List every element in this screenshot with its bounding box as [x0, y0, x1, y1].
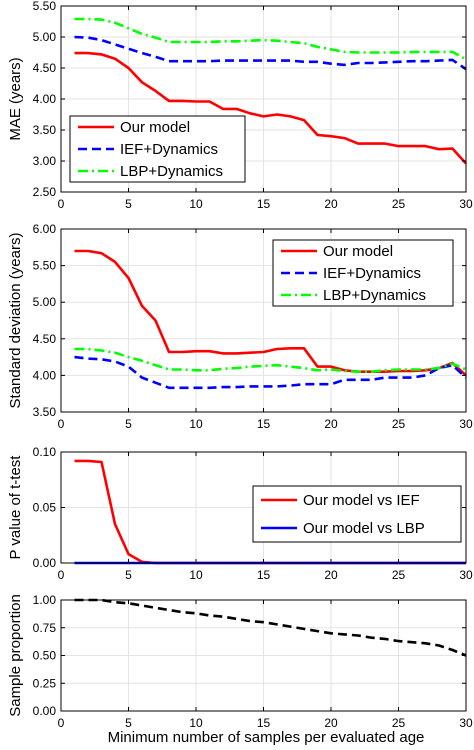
x-tick-label: 20 [324, 417, 338, 431]
legend-label: Our model [323, 243, 393, 260]
x-tick-label: 15 [257, 417, 271, 431]
x-tick-label: 15 [257, 197, 271, 211]
x-tick-label: 10 [189, 197, 203, 211]
y-axis-label: Standard deviation (years) [7, 233, 24, 409]
x-tick-label: 30 [459, 417, 473, 431]
legend-label: IEF+Dynamics [323, 265, 421, 282]
x-tick-label: 25 [392, 716, 406, 730]
y-tick-label: 0.50 [33, 649, 57, 663]
chart-panel-3: 0 5 10 15 20 25 30 0.00 0.05 0.10 P value of t-tes… [7, 445, 473, 582]
x-tick-label: 25 [392, 417, 406, 431]
y-tick-label: 1.00 [33, 593, 57, 607]
x-tick-label: 20 [324, 568, 338, 582]
y-tick-label: 0.00 [33, 556, 57, 570]
x-tick-label: 5 [125, 716, 132, 730]
x-tick-label: 0 [58, 716, 65, 730]
y-tick-label: 4.50 [33, 332, 57, 346]
y-tick-label: 3.00 [33, 154, 57, 168]
y-axis-label: P value of t-test [7, 455, 24, 560]
y-tick-label: 4.00 [33, 92, 57, 106]
y-tick-label: 3.50 [33, 405, 57, 419]
legend: Our model IEF+Dynamics LBP+Dynamics [272, 239, 454, 307]
legend-label: IEF+Dynamics [120, 141, 218, 158]
y-tick-label: 5.00 [33, 30, 57, 44]
x-tick-label: 5 [125, 568, 132, 582]
x-tick-label: 5 [125, 197, 132, 211]
y-tick-label: 6.00 [33, 222, 57, 236]
x-tick-label: 0 [58, 417, 65, 431]
x-tick-label: 15 [257, 568, 271, 582]
x-tick-label: 20 [324, 197, 338, 211]
y-tick-label: 5.50 [33, 259, 57, 273]
legend-label: LBP+Dynamics [323, 287, 426, 304]
legend-label: Our model vs IEF [303, 492, 420, 509]
x-tick-label: 0 [58, 197, 65, 211]
legend-label: LBP+Dynamics [120, 163, 223, 180]
x-tick-label: 30 [459, 197, 473, 211]
x-tick-label: 10 [189, 716, 203, 730]
series-line-2 [74, 35, 467, 71]
y-tick-label: 2.50 [33, 185, 57, 199]
y-tick-label: 0.05 [33, 501, 57, 515]
x-tick-label: 10 [189, 417, 203, 431]
legend-label: Our model [120, 119, 190, 136]
chart-panel-4: 0 5 10 15 20 25 30 0.00 0.25 0.50 0.75 1.00 Sample p… [7, 593, 473, 730]
y-axis-label: Sample proportion [7, 594, 24, 717]
legend: Our model IEF+Dynamics LBP+Dynamics [69, 115, 246, 183]
series-line-3 [74, 17, 467, 61]
series-line-1 [74, 249, 467, 377]
legend: Our model vs IEF Our model vs LBP [252, 485, 462, 543]
x-axis-label: Minimum number of samples per evaluated … [108, 729, 425, 746]
chart-panel-1: 0 5 10 15 20 25 30 2.50 3.00 3.50 4.00 4.50 5.00 5.50… [7, 0, 473, 211]
x-tick-label: 30 [459, 568, 473, 582]
series-line-1 [74, 598, 467, 657]
y-tick-label: 0.25 [33, 676, 57, 690]
x-tick-label: 10 [189, 568, 203, 582]
y-tick-label: 0.00 [33, 704, 57, 718]
x-tick-label: 30 [459, 716, 473, 730]
x-tick-label: 25 [392, 197, 406, 211]
y-axis-label: MAE (years) [7, 57, 24, 140]
x-tick-label: 20 [324, 716, 338, 730]
y-tick-label: 5.50 [33, 0, 57, 13]
x-tick-label: 15 [257, 716, 271, 730]
series-line-1 [74, 51, 467, 165]
x-tick-label: 0 [58, 568, 65, 582]
chart-panels: 0 5 10 15 20 25 30 2.50 3.00 3.50 4.00 4.50 5.00 5.50… [7, 0, 473, 730]
y-tick-label: 0.10 [33, 445, 57, 459]
series-line-3 [74, 347, 467, 374]
y-tick-label: 5.00 [33, 295, 57, 309]
y-tick-label: 4.50 [33, 61, 57, 75]
x-tick-label: 5 [125, 417, 132, 431]
chart-panel-2: 0 5 10 15 20 25 30 3.50 4.00 4.50 5.00 5.50 6.00 Stan… [7, 222, 473, 431]
series-line-2 [74, 355, 467, 390]
y-tick-label: 0.75 [33, 621, 57, 635]
legend-label: Our model vs LBP [303, 520, 425, 537]
y-tick-label: 4.00 [33, 368, 57, 382]
x-tick-label: 25 [392, 568, 406, 582]
legend-box [252, 485, 462, 543]
y-tick-label: 3.50 [33, 123, 57, 137]
